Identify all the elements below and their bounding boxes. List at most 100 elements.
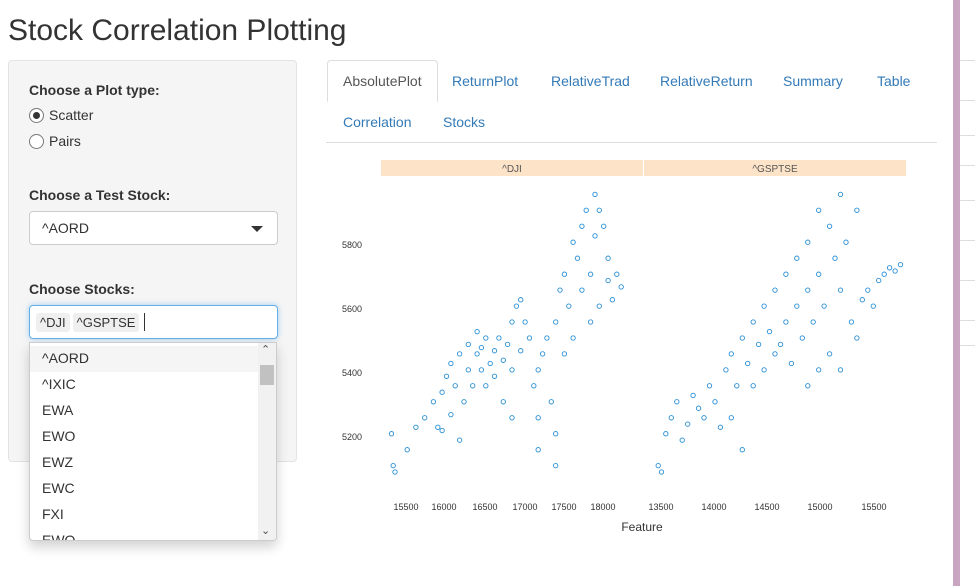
dropdown-option[interactable]: FXI — [42, 506, 64, 522]
scatter-point — [522, 319, 528, 325]
scatter-point — [518, 297, 524, 303]
dropdown-scrollbar[interactable]: ⌃ ⌄ — [258, 343, 276, 540]
scatter-point — [837, 287, 844, 293]
scatter-point — [500, 357, 506, 363]
scrollbar-thumb[interactable] — [260, 365, 274, 385]
scatter-point — [548, 399, 554, 405]
scatter-point — [618, 284, 624, 290]
dropdown-option[interactable]: EWZ — [42, 454, 74, 470]
scatter-point — [810, 319, 816, 325]
dropdown-option[interactable]: ^AORD — [30, 346, 258, 372]
stocks-multiselect[interactable]: ^DJI ^GSPTSE — [29, 305, 278, 339]
tab-correlation[interactable]: Correlation — [343, 114, 412, 130]
scatter-point — [750, 383, 756, 389]
scatter-point — [614, 271, 620, 277]
scatter-point — [500, 399, 506, 405]
scatter-point — [483, 335, 489, 341]
scatter-point — [461, 399, 467, 405]
tab-stocks[interactable]: Stocks — [443, 114, 486, 130]
stocks-dropdown[interactable]: ^AORD ^IXIC EWA EWO EWZ EWC FXI EWQ ⌃ ⌄ — [29, 342, 277, 541]
test-stock-label: Choose a Test Stock: — [29, 187, 171, 203]
scatter-point — [728, 415, 734, 421]
scatter-point — [848, 319, 855, 325]
radio-pairs-label: Pairs — [49, 133, 81, 149]
selected-stock-chip[interactable]: ^DJI — [36, 312, 70, 332]
scatter-point — [388, 431, 395, 437]
x-axis-title: Feature — [621, 520, 663, 534]
test-stock-select[interactable]: ^AORD — [29, 211, 278, 245]
test-stock-value: ^AORD — [42, 220, 90, 236]
tab-absoluteplot[interactable]: AbsolutePlot — [327, 60, 438, 102]
scatter-point — [876, 277, 882, 284]
tab-relativereturn[interactable]: RelativeReturn — [660, 73, 753, 89]
tab-table[interactable]: Table — [877, 73, 911, 89]
radio-pairs[interactable]: Pairs — [29, 133, 81, 149]
scatter-point — [739, 447, 745, 453]
scatter-point — [392, 469, 398, 475]
stocks-label: Choose Stocks: — [29, 281, 135, 297]
x-tick-label: 15500 — [861, 502, 886, 512]
dropdown-option[interactable]: EWC — [42, 480, 75, 496]
scatter-chart: ^DJI ^GSPTSE 5800 5600 5400 5200 15500 1… — [342, 160, 906, 534]
scatter-point — [783, 271, 789, 277]
scatter-point — [854, 335, 860, 341]
scatter-point — [816, 207, 822, 213]
scatter-point — [837, 367, 844, 373]
scatter-point — [435, 424, 441, 430]
scatter-point — [805, 239, 811, 245]
scatter-point — [496, 335, 502, 341]
scatter-point — [483, 383, 489, 389]
radio-checked-icon[interactable] — [29, 107, 44, 123]
scatter-point — [579, 223, 585, 229]
scatter-point — [439, 389, 445, 395]
tab-relativetrad[interactable]: RelativeTrad — [551, 73, 630, 89]
scatter-point — [544, 335, 550, 341]
plot-type-label: Choose a Plot type: — [29, 82, 160, 98]
scatter-point — [854, 207, 860, 213]
scatter-point — [587, 319, 594, 325]
scatter-point — [491, 373, 498, 379]
scatter-point — [504, 341, 511, 348]
scatter-point — [706, 383, 713, 389]
dropdown-option[interactable]: EWA — [42, 402, 74, 418]
scatter-point — [439, 427, 445, 434]
tab-returnplot[interactable]: ReturnPlot — [452, 73, 519, 89]
scatter-point — [816, 271, 822, 277]
scatter-point — [668, 415, 674, 421]
radio-unchecked-icon[interactable] — [29, 133, 44, 149]
dropdown-option[interactable]: EWO — [42, 428, 76, 444]
scatter-point — [390, 462, 396, 469]
chevron-up-icon[interactable]: ⌃ — [261, 344, 271, 356]
scatter-point — [695, 405, 702, 411]
facet-strip-label: ^DJI — [502, 164, 522, 175]
scatter-point — [570, 335, 576, 341]
scatter-point — [777, 341, 784, 348]
text-cursor — [144, 313, 146, 331]
y-tick-label: 5800 — [342, 240, 362, 250]
scatter-point — [605, 255, 611, 261]
scatter-point — [566, 303, 572, 309]
scatter-point — [465, 341, 471, 348]
dropdown-option[interactable]: EWQ — [42, 532, 76, 541]
scatter-point — [526, 335, 533, 341]
scatter-point — [655, 462, 661, 469]
scatter-point — [596, 207, 602, 213]
scatter-point — [553, 431, 559, 437]
scatter-point — [553, 319, 559, 325]
facet-strip-label: ^GSPTSE — [752, 164, 798, 175]
scatter-point — [794, 303, 800, 309]
scatter-point — [761, 367, 767, 373]
scatter-point — [816, 367, 822, 373]
scatter-point — [728, 351, 734, 357]
scatter-point — [897, 261, 904, 268]
scatter-point — [535, 415, 541, 421]
selected-stock-chip[interactable]: ^GSPTSE — [72, 312, 140, 332]
x-tick-label: 18000 — [590, 502, 615, 512]
scatter-point — [826, 351, 833, 357]
tab-summary[interactable]: Summary — [783, 73, 843, 89]
x-tick-label: 16000 — [431, 502, 456, 512]
radio-scatter[interactable]: Scatter — [29, 107, 93, 123]
dropdown-option[interactable]: ^IXIC — [42, 376, 76, 392]
scatter-point — [886, 265, 893, 271]
chevron-down-icon[interactable]: ⌄ — [261, 525, 271, 537]
